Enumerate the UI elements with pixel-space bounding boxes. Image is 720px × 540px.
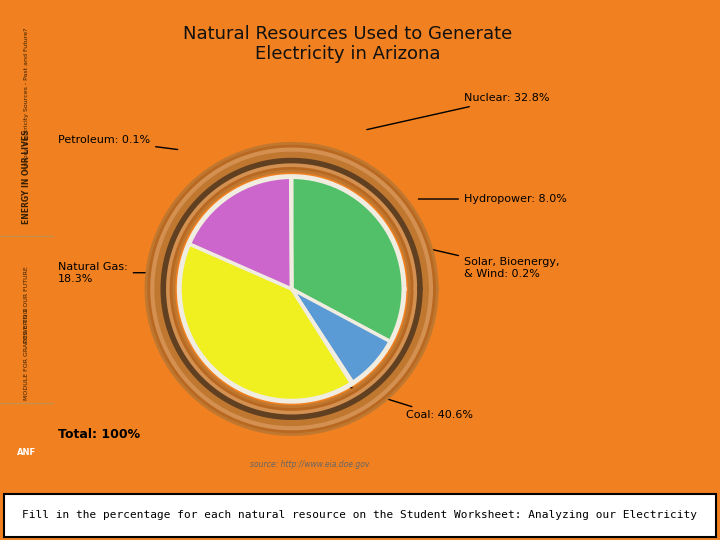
Text: Petroleum: 0.1%: Petroleum: 0.1% — [58, 135, 178, 150]
Text: ANF: ANF — [17, 448, 37, 457]
Text: Nuclear: 32.8%: Nuclear: 32.8% — [366, 93, 549, 130]
Text: Hydropower: 8.0%: Hydropower: 8.0% — [418, 194, 567, 204]
Text: Natural Resources Used to Generate
Electricity in Arizona: Natural Resources Used to Generate Elect… — [184, 25, 513, 63]
Text: Solar, Bioenergy,
& Wind: 0.2%: Solar, Bioenergy, & Wind: 0.2% — [418, 246, 559, 279]
Text: MODULE FOR GRADES 6 TO 8: MODULE FOR GRADES 6 TO 8 — [24, 308, 30, 400]
Text: ENERGY IN OUR LIVES: ENERGY IN OUR LIVES — [22, 130, 32, 224]
Text: Fill in the percentage for each natural resource on the Student Worksheet: Analy: Fill in the percentage for each natural … — [22, 510, 698, 520]
Text: Natural Gas:
18.3%: Natural Gas: 18.3% — [58, 262, 155, 284]
Wedge shape — [189, 177, 292, 289]
Text: Coal: 40.6%: Coal: 40.6% — [348, 387, 473, 420]
Text: Arizona Electricity Sources - Past and Future?: Arizona Electricity Sources - Past and F… — [24, 27, 30, 170]
Bar — [4, 494, 716, 537]
Wedge shape — [180, 244, 351, 401]
Text: POWERING OUR FUTURE: POWERING OUR FUTURE — [24, 266, 30, 343]
Wedge shape — [292, 289, 390, 382]
Text: Total: 100%: Total: 100% — [58, 428, 140, 441]
Wedge shape — [292, 177, 403, 341]
Bar — [3, 418, 51, 487]
Wedge shape — [292, 289, 353, 383]
Text: source: http://www.eia.doe.gov: source: http://www.eia.doe.gov — [250, 460, 369, 469]
